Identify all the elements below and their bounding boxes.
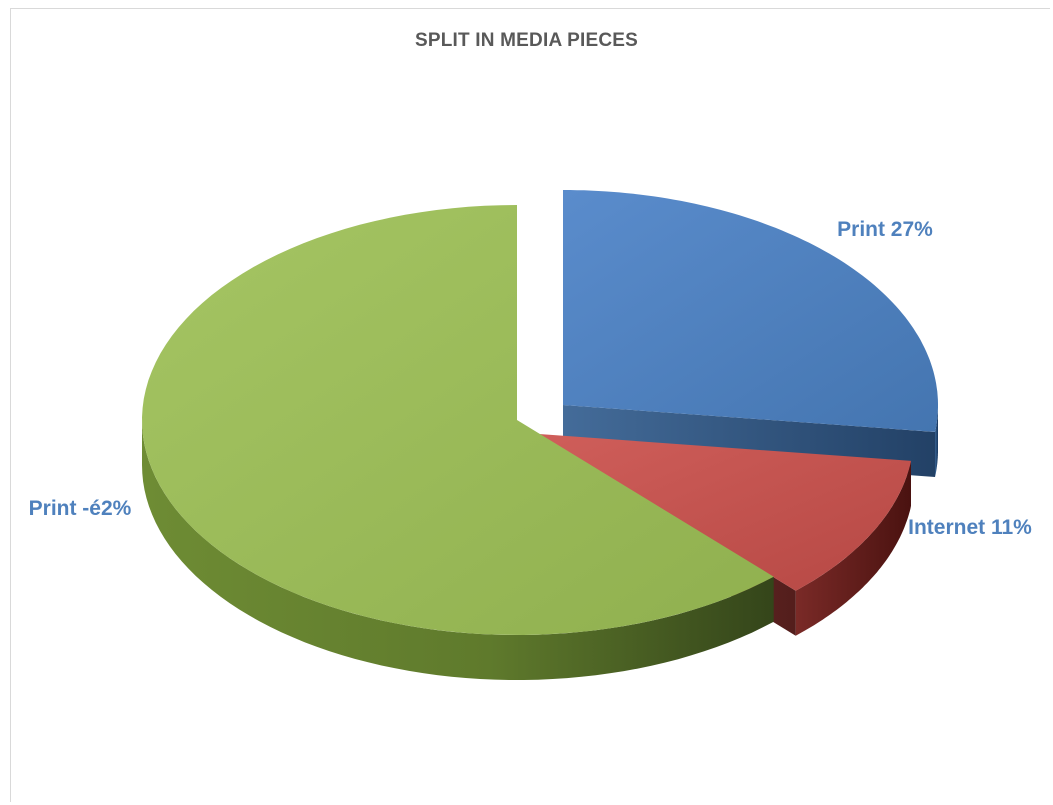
chart-title: SPLIT IN MEDIA PIECES <box>414 30 639 51</box>
slice-label-0: Print 27% <box>837 218 933 241</box>
slice-label-2: Print -é2% <box>29 497 132 520</box>
pie-slice-2 <box>142 205 774 680</box>
slice-label-1: Internet 11% <box>908 516 1032 539</box>
